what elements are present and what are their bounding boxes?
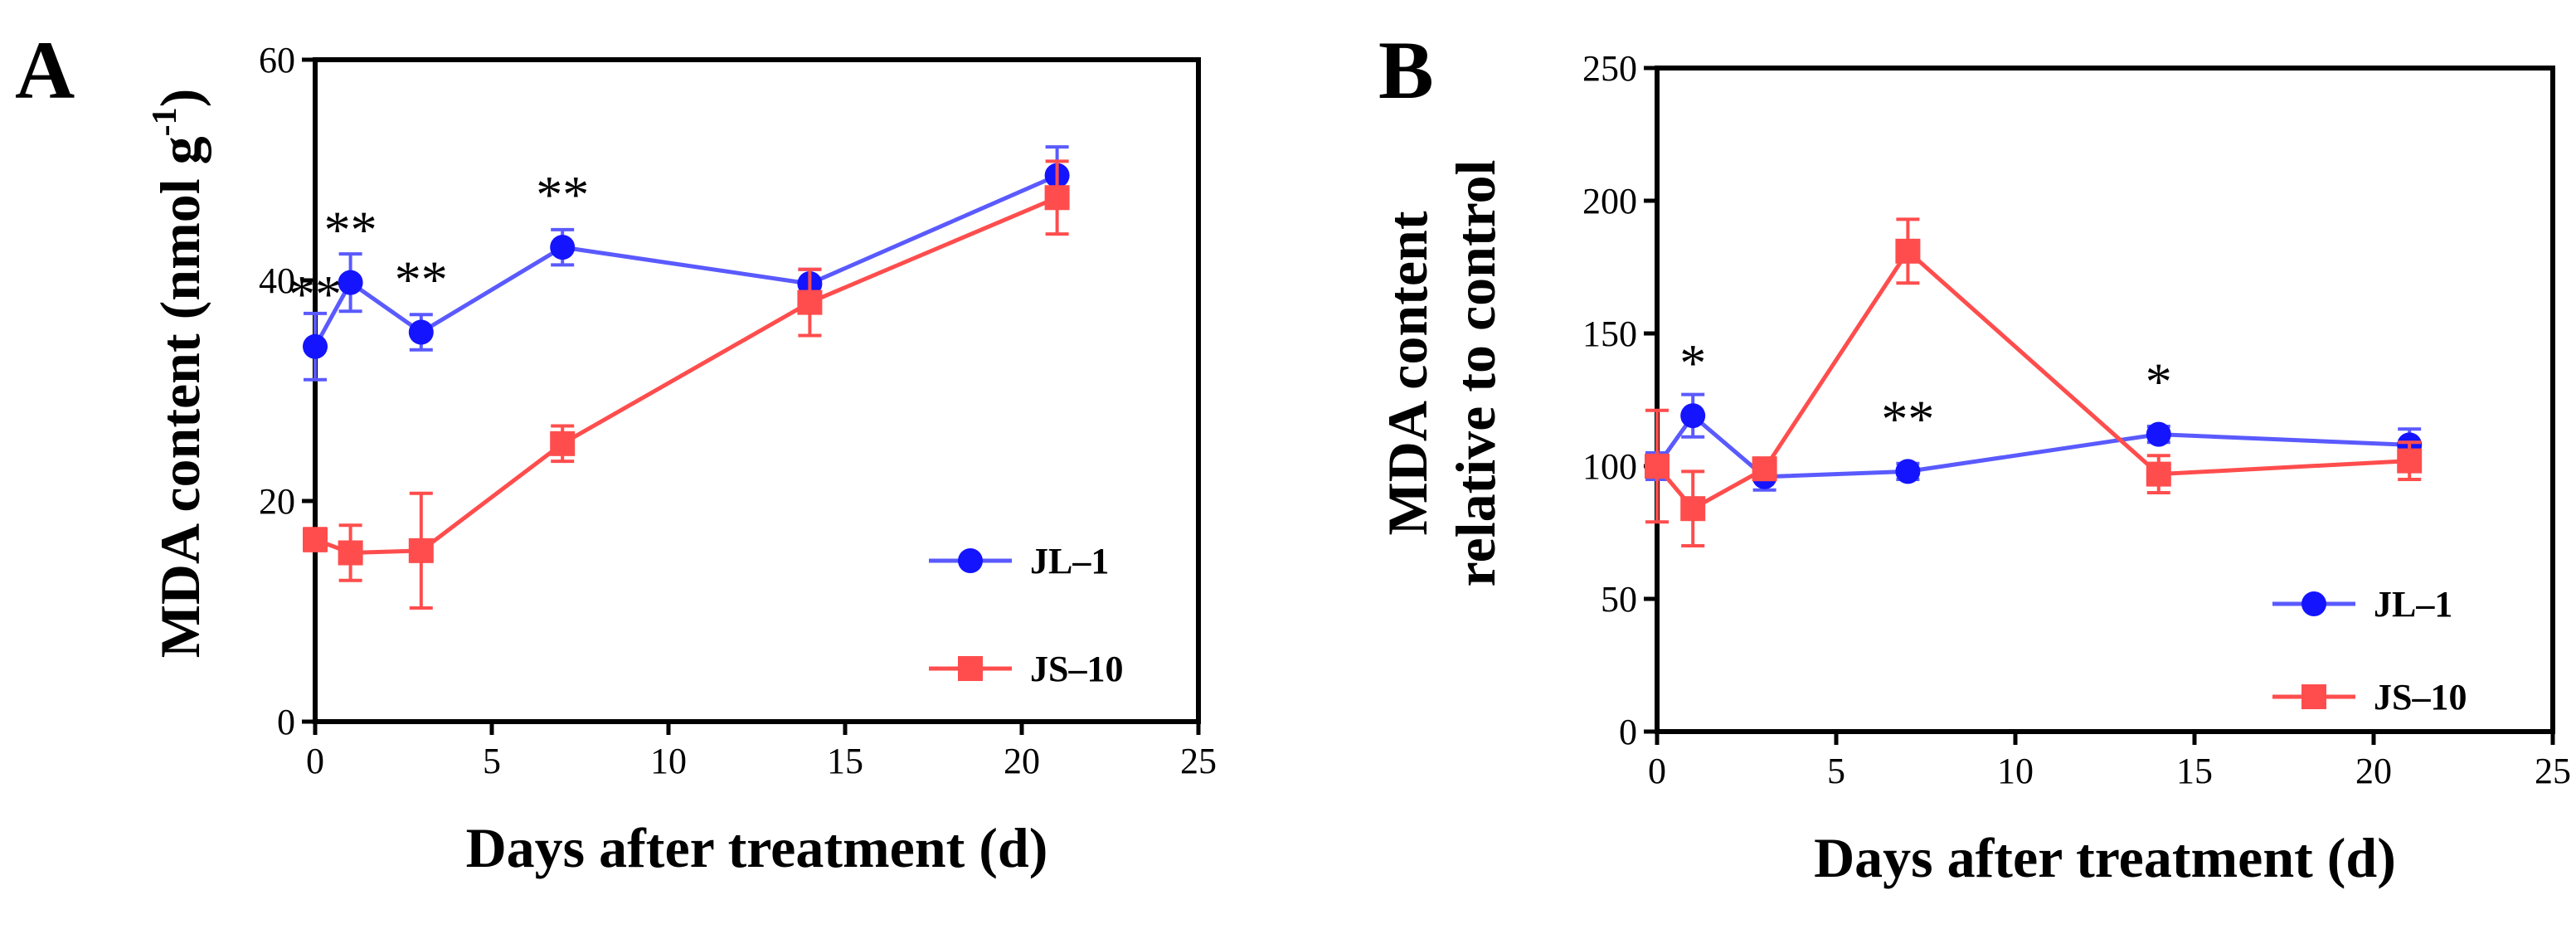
legend-label: JS–10: [2374, 677, 2467, 717]
significance-marker-b: **: [1881, 389, 1934, 448]
legend-label: JL–1: [2374, 584, 2452, 625]
data-point: [1895, 459, 1921, 484]
y-axis-title-end: ): [148, 89, 211, 108]
y-axis-title-a: MDA content (nmol g-1): [146, 89, 211, 659]
data-point: [303, 333, 328, 359]
y-tick-label-b: 0: [1619, 712, 1637, 752]
legend-marker: [2301, 591, 2326, 616]
significance-marker-a: **: [289, 265, 342, 323]
x-tick-label-a: 5: [483, 741, 501, 781]
significance-marker-b: *: [1679, 333, 1706, 392]
data-point: [797, 289, 823, 315]
x-tick-label-b: 20: [2355, 751, 2392, 791]
y-axis-title-superscript: -1: [146, 107, 184, 136]
y-tick-label-b: 150: [1582, 314, 1637, 354]
y-tick-label-a: 0: [277, 702, 295, 742]
y-tick-label-b: 200: [1582, 181, 1637, 221]
panel-letter-a: A: [15, 24, 75, 116]
data-point: [408, 537, 434, 563]
legend-label: JS–10: [1030, 649, 1123, 689]
plot-frame-b: [1655, 66, 2555, 734]
data-point: [338, 270, 363, 295]
significance-marker-a: **: [395, 250, 448, 309]
legend-marker: [2301, 684, 2326, 709]
data-point: [338, 540, 363, 566]
y-tick-label-a: 60: [259, 40, 295, 80]
legend-marker: [958, 548, 983, 573]
x-tick-label-a: 25: [1180, 741, 1217, 781]
x-tick-label-b: 15: [2176, 751, 2213, 791]
data-point: [1752, 456, 1777, 482]
data-point: [1645, 454, 1670, 479]
data-point: [1680, 496, 1706, 522]
series-a-js-10: [303, 159, 1070, 610]
x-tick-label-b: 5: [1827, 751, 1845, 791]
significance-marker-b: *: [2146, 353, 2172, 411]
y-tick-label-a: 20: [259, 481, 295, 522]
x-tick-label-b: 10: [1997, 751, 2034, 791]
data-point: [2397, 448, 2423, 474]
x-tick-label-a: 10: [650, 741, 687, 781]
x-tick-label-a: 20: [1004, 741, 1040, 781]
series-b-jl-1: [1645, 392, 2423, 492]
x-axis-title-a: Days after treatment (d): [466, 816, 1048, 879]
y-tick-label-a: 40: [259, 260, 295, 301]
y-axis-title-main: MDA content (nmol g: [148, 136, 211, 658]
data-point: [408, 319, 434, 345]
x-tick-label-b: 25: [2535, 751, 2571, 791]
data-point: [2146, 421, 2171, 447]
data-point: [1680, 403, 1706, 429]
legend-label: JL–1: [1030, 541, 1109, 581]
data-point: [303, 527, 328, 552]
y-tick-label-b: 50: [1601, 579, 1637, 620]
data-point: [550, 430, 576, 456]
x-tick-label-a: 0: [306, 741, 324, 781]
significance-marker-a: **: [324, 201, 377, 260]
data-point: [2146, 461, 2171, 487]
chart-panel-a: A 0 5 10 15 20 25 0 20 40 60 Days after treatment (…: [15, 24, 1217, 879]
legend-a: JL–1 JS–10: [929, 541, 1123, 689]
y-tick-label-b: 250: [1582, 48, 1637, 89]
legend-b: JL–1 JS–10: [2272, 584, 2467, 717]
y-tick-label-b: 100: [1582, 446, 1637, 487]
x-tick-label-b: 0: [1648, 751, 1666, 791]
x-axis-title-b: Days after treatment (d): [1814, 826, 2396, 889]
data-point: [550, 235, 576, 260]
y-axis-title-line-b: relative to control: [1444, 160, 1507, 587]
panel-letter-b: B: [1378, 24, 1434, 116]
x-tick-label-a: 15: [827, 741, 863, 781]
data-point: [1895, 238, 1921, 264]
series-b-js-10: [1645, 217, 2423, 547]
legend-marker: [958, 656, 983, 681]
significance-marker-a: **: [536, 165, 589, 224]
plot-frame-a: [313, 57, 1201, 724]
data-point: [1044, 185, 1070, 211]
y-axis-title-line-b: MDA content: [1376, 211, 1439, 535]
